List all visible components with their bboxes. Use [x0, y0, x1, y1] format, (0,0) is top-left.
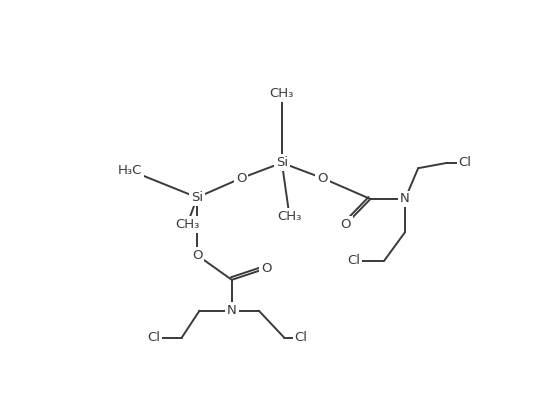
Text: H₃C: H₃C	[118, 164, 142, 177]
Text: O: O	[192, 249, 202, 262]
Text: CH₃: CH₃	[175, 218, 199, 231]
Text: N: N	[400, 193, 410, 206]
Text: Si: Si	[191, 191, 204, 204]
Text: Cl: Cl	[459, 156, 472, 169]
Text: O: O	[261, 262, 272, 275]
Text: O: O	[236, 172, 246, 185]
Text: CH₃: CH₃	[277, 210, 302, 223]
Text: N: N	[227, 304, 236, 317]
Text: O: O	[340, 218, 351, 231]
Text: O: O	[317, 172, 328, 185]
Text: Cl: Cl	[147, 331, 160, 344]
Text: Si: Si	[276, 156, 288, 169]
Text: CH₃: CH₃	[270, 87, 294, 100]
Text: Cl: Cl	[347, 254, 360, 267]
Text: Cl: Cl	[295, 331, 307, 344]
